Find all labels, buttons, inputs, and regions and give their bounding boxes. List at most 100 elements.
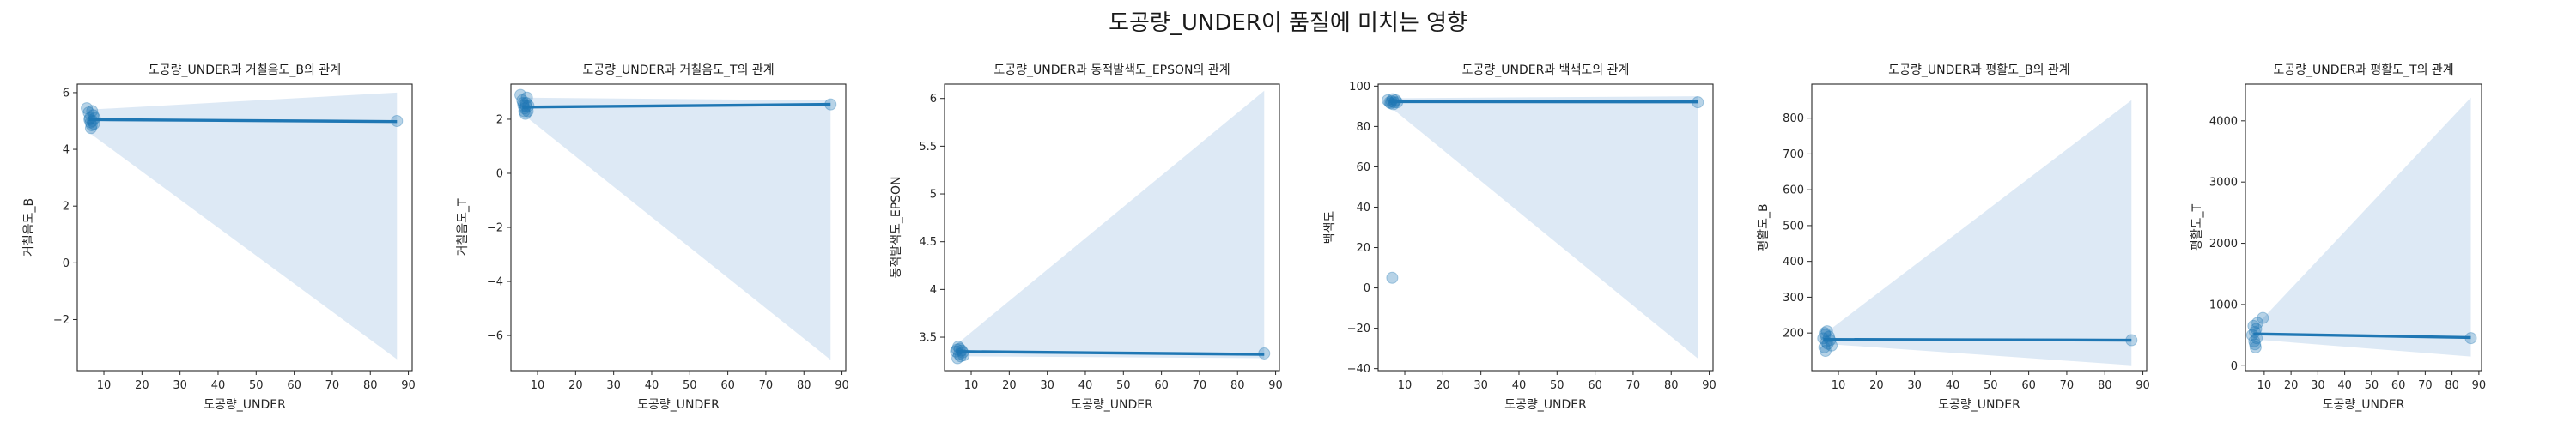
panel-1: 10 20 30 40 50 60 70 80 90 −2 0 2 4 6 도공량_UNDER과 거칠음도_… [22, 63, 416, 412]
y-tick-label: 80 [1356, 121, 1370, 134]
x-tick-label: 10 [964, 379, 979, 392]
x-tick-label: 90 [1268, 379, 1283, 392]
y-tick-label: 0 [1364, 282, 1370, 295]
x-tick-label: 40 [2337, 379, 2352, 392]
x-tick-label: 70 [2060, 379, 2075, 392]
x-tick-label: 90 [2136, 379, 2150, 392]
x-tick-label: 50 [1984, 379, 1998, 392]
x-tick-label: 20 [568, 379, 583, 392]
figure-suptitle: 도공량_UNDER이 품질에 미치는 영향 [1109, 10, 1467, 36]
y-tick-label: 4 [930, 284, 937, 297]
axes-frame [1377, 83, 1714, 372]
x-tick-label: 30 [1907, 379, 1922, 392]
y-tick-label: 3000 [2209, 177, 2238, 190]
x-tick-label: 10 [1398, 379, 1413, 392]
x-tick-label: 70 [325, 379, 340, 392]
y-axis-label: 동적발색도_EPSON [890, 176, 903, 278]
y-tick-label: 800 [1783, 112, 1804, 125]
y-axis-label: 평활도_B [1757, 203, 1771, 251]
x-axis-label: 도공량_UNDER [1504, 398, 1587, 412]
x-tick-label: 60 [1154, 379, 1169, 392]
y-axis-label: 평활도_T [2190, 203, 2204, 251]
y-tick-label: 6 [930, 93, 937, 106]
x-tick-label: 40 [211, 379, 226, 392]
y-tick-label: −40 [1347, 363, 1370, 376]
x-tick-label: 70 [759, 379, 774, 392]
x-tick-label: 10 [97, 379, 112, 392]
y-tick-label: 4.5 [919, 236, 937, 249]
data-point [1818, 341, 1831, 353]
y-tick-label: −2 [53, 314, 70, 327]
x-tick-label: 80 [1230, 379, 1245, 392]
data-point [82, 106, 95, 119]
axes-frame [76, 83, 413, 372]
confidence-band [1823, 100, 2132, 366]
regression-line [956, 350, 1265, 356]
x-tick-label: 80 [2098, 379, 2112, 392]
panel-5: 10 20 30 40 50 60 70 80 90 200 300 400 500 600 700 800 도… [1757, 63, 2150, 412]
data-point [2247, 319, 2260, 332]
data-point [1819, 327, 1832, 340]
panel-4: 10 20 30 40 50 60 70 80 90 −40 −20 0 20 40 60 80 100 도공량_… [1323, 63, 1716, 412]
data-point [2251, 317, 2264, 329]
panel-2: 10 20 30 40 50 60 70 80 90 −6 −4 −2 0 2 도공량_UNDER과 거칠음… [456, 63, 849, 412]
panel-3: 10 20 30 40 50 60 70 80 90 3.5 4 4.5 5 5.5 6 도공량_UNDER과… [890, 63, 1283, 412]
data-point [1819, 345, 1832, 358]
data-point [2248, 335, 2261, 347]
y-tick-label: 3.5 [919, 332, 937, 345]
panel-6: 10 20 30 40 50 60 70 80 90 0 1000 2000 3000 4000 도공량_U… [2190, 63, 2486, 412]
x-tick-label: 10 [1832, 379, 1846, 392]
regression-line [1823, 337, 2132, 342]
data-point [1386, 271, 1399, 284]
y-tick-label: 0 [63, 257, 70, 270]
x-tick-label: 60 [2391, 379, 2406, 392]
x-tick-label: 50 [1116, 379, 1131, 392]
x-tick-label: 70 [2418, 379, 2433, 392]
x-tick-label: 20 [135, 379, 149, 392]
y-tick-label: 5 [930, 189, 937, 202]
x-tick-label: 20 [1869, 379, 1884, 392]
y-tick-label: −4 [487, 276, 503, 289]
y-tick-label: 4 [63, 144, 70, 157]
axes-frame [2245, 83, 2482, 372]
data-point [2249, 341, 2262, 353]
y-tick-label: 5.5 [919, 141, 937, 154]
y-tick-label: −2 [487, 222, 503, 235]
y-tick-label: 600 [1783, 184, 1804, 197]
x-tick-label: 90 [1702, 379, 1716, 392]
y-tick-label: 0 [2231, 360, 2238, 373]
data-point [2249, 338, 2262, 351]
data-point [1820, 325, 1833, 338]
y-tick-label: 60 [1356, 161, 1370, 174]
y-axis-label: 거칠음도_T [456, 198, 470, 257]
x-axis-label: 도공량_UNDER [1938, 398, 2020, 412]
y-tick-label: 100 [1349, 81, 1370, 94]
y-tick-label: 700 [1783, 148, 1804, 161]
y-tick-label: −6 [487, 330, 503, 343]
x-tick-label: 50 [249, 379, 264, 392]
panel-title: 도공량_UNDER과 거칠음도_B의 관계 [149, 63, 341, 77]
y-tick-label: 200 [1783, 328, 1804, 341]
x-axis-label: 도공량_UNDER [1071, 398, 1153, 412]
axes-frame [1811, 83, 2148, 372]
y-tick-label: 2 [63, 201, 70, 214]
x-tick-label: 30 [606, 379, 621, 392]
x-tick-label: 30 [173, 379, 187, 392]
x-tick-label: 40 [1946, 379, 1960, 392]
x-axis-label: 도공량_UNDER [2323, 398, 2405, 412]
panel-title: 도공량_UNDER과 평활도_T의 관계 [2273, 63, 2453, 77]
x-tick-label: 70 [1193, 379, 1207, 392]
y-tick-label: 20 [1356, 242, 1370, 255]
y-tick-label: 40 [1356, 202, 1370, 214]
x-tick-label: 50 [1550, 379, 1564, 392]
panel-title: 도공량_UNDER과 동적발색도_EPSON의 관계 [993, 63, 1230, 77]
data-point [951, 343, 963, 356]
y-axis-label: 거칠음도_B [22, 198, 36, 257]
data-point [86, 105, 99, 118]
x-tick-label: 20 [1436, 379, 1450, 392]
regression-line [522, 102, 831, 109]
panel-title: 도공량_UNDER과 백색도의 관계 [1462, 63, 1630, 77]
data-point [84, 122, 97, 135]
x-tick-label: 80 [797, 379, 811, 392]
